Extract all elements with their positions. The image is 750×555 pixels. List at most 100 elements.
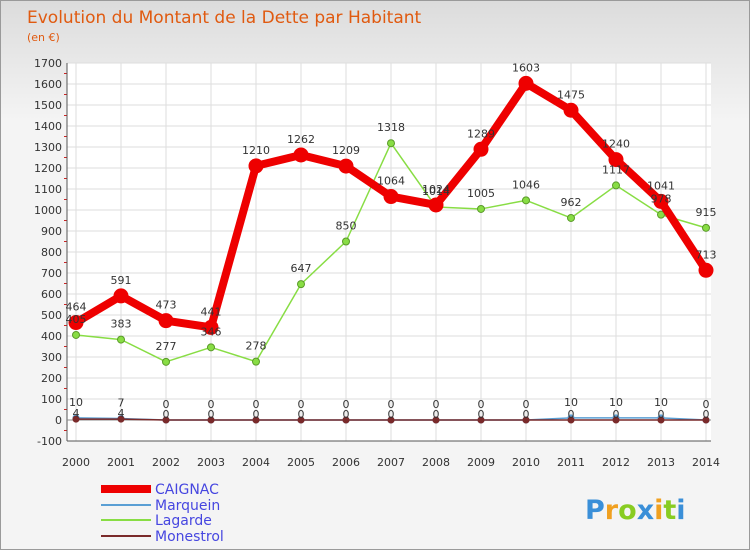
data-label-lagarde-2014: 915 [696,206,717,219]
point-caignac-2007 [383,189,399,205]
data-label-marquein-2012: 10 [609,396,623,409]
data-label-monestrol-2007: 0 [388,408,395,421]
point-caignac-2009 [473,141,489,157]
x-tick-label: 2001 [107,456,135,469]
series-lines [68,75,714,424]
data-label-lagarde-2013: 978 [651,193,672,206]
data-label-marquein-2011: 10 [564,396,578,409]
y-tick-label: -100 [37,435,62,448]
legend-label-marquein: Marquein [155,498,220,514]
y-axis-ticks: -100 0 100 200 300 400 500 600 700 800 900 1000 1100… [34,57,62,448]
point-lagarde-2013 [657,210,665,219]
data-label-caignac-2011: 1475 [557,88,585,101]
point-lagarde-2000 [72,330,80,339]
y-tick-label: 1700 [34,57,62,70]
data-label-lagarde-2007: 1318 [377,121,405,134]
point-lagarde-2003 [207,343,215,352]
y-tick-label: 1600 [34,78,62,91]
data-label-monestrol-2009: 0 [478,408,485,421]
point-monestrol-2002 [162,416,170,424]
data-label-caignac-2008: 1024 [422,183,450,196]
point-lagarde-2012 [612,181,620,190]
y-tick-label: 500 [41,309,62,322]
data-label-monestrol-2008: 0 [433,408,440,421]
point-monestrol-2000 [72,415,80,423]
y-tick-label: 800 [41,246,62,259]
y-tick-label: 1000 [34,204,62,217]
x-tick-label: 2011 [557,456,585,469]
data-label-monestrol-2012: 0 [613,408,620,421]
data-label-marquein-2002: 0 [163,398,170,411]
point-lagarde-2004 [252,357,260,366]
point-monestrol-2010 [522,416,530,424]
data-label-marquein-2001: 7 [118,397,125,410]
data-label-monestrol-2002: 0 [163,408,170,421]
data-label-caignac-2001: 591 [111,274,132,287]
point-monestrol-2011 [567,416,575,424]
x-tick-label: 2005 [287,456,315,469]
data-label-monestrol-2014: 0 [703,408,710,421]
y-tick-label: 0 [55,414,62,427]
x-tick-label: 2008 [422,456,450,469]
point-lagarde-2010 [522,196,530,205]
point-monestrol-2014 [702,416,710,424]
x-tick-label: 2009 [467,456,495,469]
data-label-lagarde-2005: 647 [291,262,312,275]
point-monestrol-2001 [117,415,125,423]
y-tick-label: 600 [41,288,62,301]
point-caignac-2001 [113,288,129,304]
data-label-marquein-2003: 0 [208,398,215,411]
y-tick-label: 900 [41,225,62,238]
data-label-monestrol-2004: 0 [253,408,260,421]
point-lagarde-2014 [702,223,710,232]
x-tick-label: 2012 [602,456,630,469]
data-label-caignac-2002: 473 [156,299,177,312]
data-label-caignac-2013: 1041 [647,179,675,192]
point-lagarde-2011 [567,213,575,222]
y-tick-label: 400 [41,330,62,343]
point-monestrol-2007 [387,416,395,424]
data-label-caignac-2005: 1262 [287,133,315,146]
point-lagarde-2002 [162,357,170,366]
point-caignac-2012 [608,152,624,168]
data-label-marquein-2008: 0 [433,398,440,411]
x-tick-label: 2000 [62,456,90,469]
data-label-caignac-2012: 1240 [602,138,630,151]
data-label-lagarde-2002: 277 [156,340,177,353]
data-label-lagarde-2006: 850 [336,220,357,233]
point-monestrol-2005 [297,416,305,424]
point-lagarde-2009 [477,204,485,213]
data-label-monestrol-2005: 0 [298,408,305,421]
proxiti-logo: Proxiti [585,495,686,526]
point-lagarde-2006 [342,237,350,246]
data-label-monestrol-2000: 4 [73,407,80,420]
data-label-lagarde-2003: 346 [201,325,222,338]
data-label-caignac-2004: 1210 [242,144,270,157]
y-tick-label: 100 [41,393,62,406]
point-caignac-2000 [68,315,84,331]
x-tick-label: 2014 [692,456,720,469]
data-label-marquein-2010: 0 [523,398,530,411]
legend-label-lagarde: Lagarde [155,513,212,529]
data-label-caignac-2007: 1064 [377,175,405,188]
data-label-monestrol-2010: 0 [523,408,530,421]
point-caignac-2013 [653,193,669,209]
y-tick-label: 1200 [34,162,62,175]
data-label-lagarde-2009: 1005 [467,187,495,200]
data-label-marquein-2007: 0 [388,398,395,411]
x-tick-label: 2003 [197,456,225,469]
data-label-lagarde-2008: 1014 [422,185,450,198]
x-tick-label: 2006 [332,456,360,469]
point-monestrol-2004 [252,416,260,424]
x-axis-ticks: 2000 2001 2002 2003 2004 2005 2006 2007 2008 2009… [62,456,720,469]
data-label-marquein-2005: 0 [298,398,305,411]
y-tick-label: 200 [41,372,62,385]
data-label-marquein-2014: 0 [703,398,710,411]
y-tick-label: 1100 [34,183,62,196]
x-tick-label: 2013 [647,456,675,469]
data-label-marquein-2000: 10 [69,396,83,409]
chart-subtitle: (en €) [27,31,60,44]
